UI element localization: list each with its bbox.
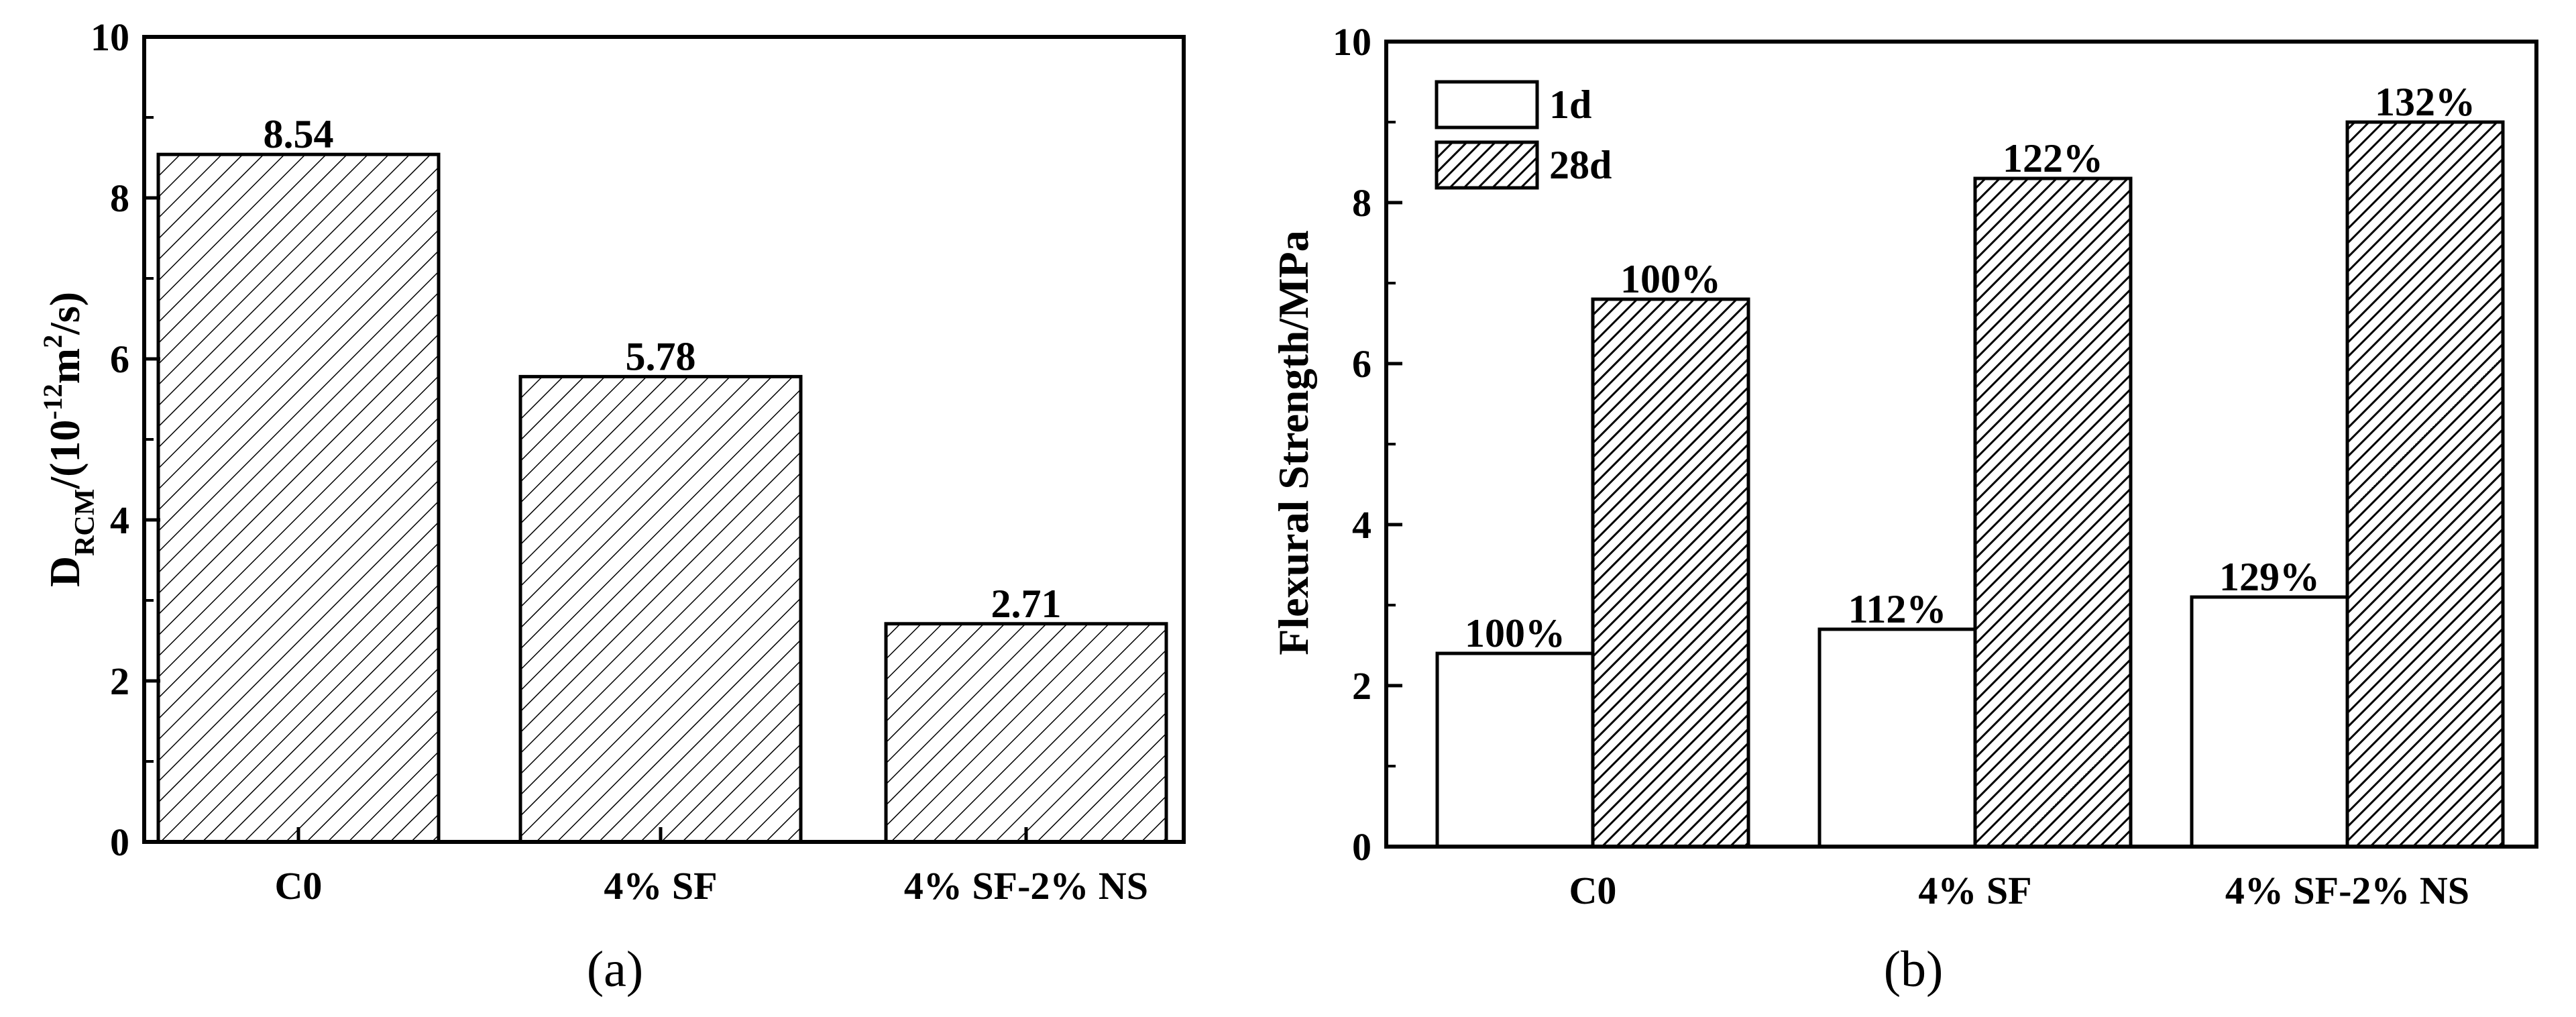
data-label-1d-1: 112%: [1848, 587, 1947, 631]
bar-2: [884, 622, 1168, 844]
bar-28d-0: [1591, 297, 1750, 849]
legend-swatch-1d: [1435, 80, 1539, 129]
data-label-1d-2: 129%: [2219, 555, 2320, 599]
y-tick-label-0: 0: [1352, 825, 1371, 869]
data-label-28d-1: 122%: [2003, 136, 2103, 180]
chart-a-caption: (a): [587, 941, 643, 998]
bar-0: [156, 152, 441, 844]
y-tick-label-5: 10: [91, 15, 129, 59]
data-label-0: 8.54: [264, 112, 334, 156]
y-tick-label-5: 10: [1333, 20, 1371, 64]
x-category-label-0: C0: [275, 864, 323, 908]
y-tick-label-2: 4: [1352, 503, 1371, 547]
chart-b-caption: (b): [1884, 941, 1944, 998]
chart-b-data-labels: 100% 112% 129% 100% 122% 132%: [1465, 80, 2475, 655]
legend-label-1d: 1d: [1549, 83, 1591, 127]
chart-a-plot-frame: [142, 35, 1186, 844]
chart-b-y-axis-label: Flexural Strength/MPa: [1270, 230, 1317, 655]
y-tick-label-4: 8: [110, 176, 129, 220]
y-tick-label-3: 6: [1352, 342, 1371, 386]
chart-b-plot-frame: [1384, 40, 2538, 849]
data-label-2: 2.71: [991, 582, 1062, 626]
chart-a-y-axis-label: DRCM/(10-12m2/s): [38, 292, 101, 587]
legend-swatch-28d: [1435, 140, 1539, 190]
x-category-label-2: 4% SF-2% NS: [2225, 869, 2469, 912]
x-category-label-2: 4% SF-2% NS: [904, 864, 1148, 908]
bar-1d-0: [1435, 651, 1595, 849]
data-label-28d-0: 100%: [1620, 257, 1721, 301]
chart-b: 100% 112% 129% 100% 122% 132% 0 2 4 6 8 10 C0 4% SF…: [1270, 20, 2538, 998]
data-label-1d-0: 100%: [1465, 611, 1565, 655]
chart-a-y-ticks: 0 2 4 6 8 10: [91, 15, 160, 864]
x-category-label-1: 4% SF: [604, 864, 717, 908]
y-tick-label-4: 8: [1352, 181, 1371, 225]
bar-1d-2: [2190, 595, 2349, 849]
bar-28d-2: [2345, 120, 2505, 849]
chart-a-bars: [156, 152, 1168, 844]
data-label-28d-2: 132%: [2375, 80, 2475, 124]
chart-b-y-ticks: 0 2 4 6 8 10: [1333, 20, 1402, 869]
data-label-1: 5.78: [626, 334, 696, 378]
y-tick-label-1: 2: [110, 659, 129, 703]
bar-1: [518, 374, 803, 844]
y-tick-label-1: 2: [1352, 664, 1371, 708]
x-category-label-1: 4% SF: [1918, 869, 2031, 912]
chart-a-data-labels: 8.54 5.78 2.71: [264, 112, 1062, 626]
chart-b-legend: 1d 28d: [1435, 80, 1612, 190]
chart-b-bars: [1435, 120, 2505, 849]
y-tick-label-3: 6: [110, 337, 129, 381]
bar-28d-1: [1973, 176, 2133, 849]
bar-1d-1: [1817, 627, 1977, 849]
x-category-label-0: C0: [1569, 869, 1617, 912]
y-tick-label-0: 0: [110, 820, 129, 864]
legend-label-28d: 28d: [1549, 143, 1612, 187]
y-tick-label-2: 4: [110, 498, 129, 542]
chart-a-x-categories: C0 4% SF 4% SF-2% NS: [275, 827, 1148, 908]
chart-b-x-categories: C0 4% SF 4% SF-2% NS: [1569, 832, 2469, 912]
